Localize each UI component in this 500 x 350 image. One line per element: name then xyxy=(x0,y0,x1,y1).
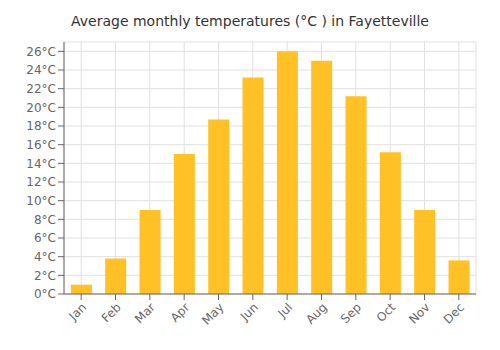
svg-text:16°C: 16°C xyxy=(26,138,56,152)
svg-text:0°C: 0°C xyxy=(34,287,56,301)
svg-text:14°C: 14°C xyxy=(26,157,56,171)
svg-text:6°C: 6°C xyxy=(34,231,56,245)
svg-text:26°C: 26°C xyxy=(26,45,56,59)
svg-text:10°C: 10°C xyxy=(26,194,56,208)
svg-text:Jul: Jul xyxy=(274,300,295,321)
svg-text:Feb: Feb xyxy=(99,300,124,325)
svg-text:Aug: Aug xyxy=(303,300,329,326)
svg-text:Apr: Apr xyxy=(168,300,193,325)
svg-text:Sep: Sep xyxy=(338,300,364,326)
svg-text:12°C: 12°C xyxy=(26,175,56,189)
html-text:Average monthly temperatures (: Average monthly temperatures (°C ) in Fa… xyxy=(71,13,429,29)
svg-text:24°C: 24°C xyxy=(26,63,56,77)
svg-text:Jan: Jan xyxy=(66,300,90,324)
svg-text:Oct: Oct xyxy=(374,300,399,325)
svg-text:4°C: 4°C xyxy=(34,250,56,264)
svg-text:2°C: 2°C xyxy=(34,269,56,283)
svg-text:Dec: Dec xyxy=(441,300,467,326)
svg-text:May: May xyxy=(199,300,226,327)
svg-text:18°C: 18°C xyxy=(26,119,56,133)
svg-text:Mar: Mar xyxy=(132,300,158,326)
svg-text:20°C: 20°C xyxy=(26,101,56,115)
svg-text:22°C: 22°C xyxy=(26,82,56,96)
svg-text:8°C: 8°C xyxy=(34,213,56,227)
svg-text:Nov: Nov xyxy=(406,300,432,326)
svg-text:Jun: Jun xyxy=(237,300,261,324)
